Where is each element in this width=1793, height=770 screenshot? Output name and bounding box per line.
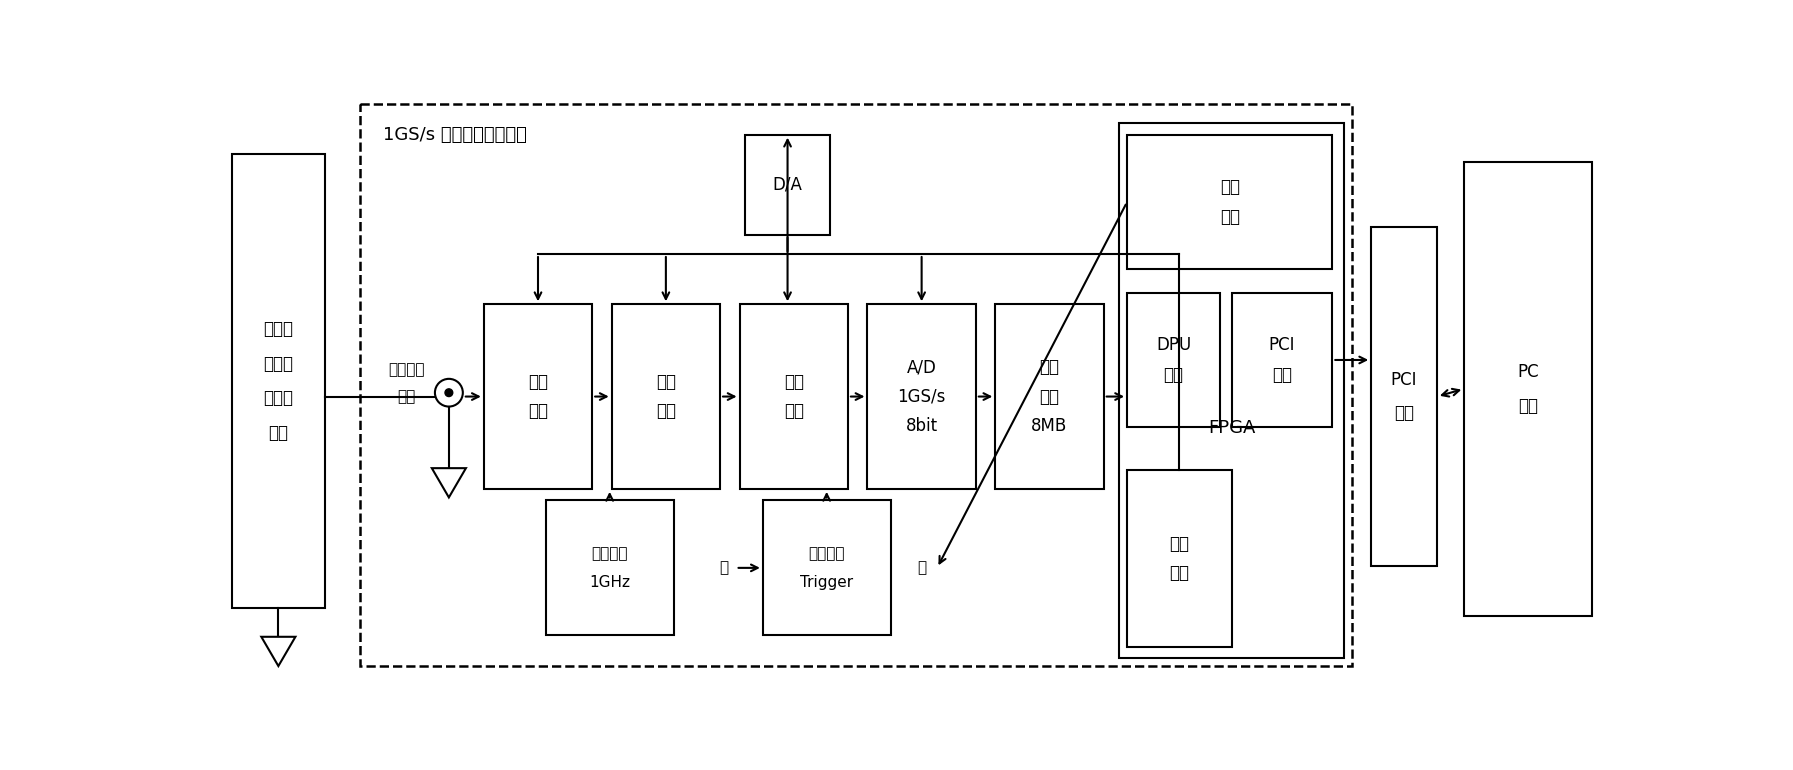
Bar xyxy=(1128,470,1232,647)
Text: 主机: 主机 xyxy=(1519,397,1538,415)
Bar xyxy=(744,135,830,235)
Text: A/D: A/D xyxy=(907,358,936,377)
Text: 滤波: 滤波 xyxy=(527,402,549,420)
Text: 电路: 电路 xyxy=(656,402,676,420)
Text: 1GS/s: 1GS/s xyxy=(898,387,947,406)
Text: FPGA: FPGA xyxy=(1208,419,1255,437)
Text: 学探测: 学探测 xyxy=(264,390,294,407)
Bar xyxy=(1465,162,1592,616)
Text: 单元: 单元 xyxy=(1164,366,1183,383)
Bar xyxy=(762,500,891,635)
Text: 缓存: 缓存 xyxy=(1040,387,1060,406)
Bar xyxy=(611,304,721,489)
Text: 电路: 电路 xyxy=(784,402,803,420)
Polygon shape xyxy=(262,637,296,666)
Text: D/A: D/A xyxy=(773,176,803,194)
Bar xyxy=(868,304,975,489)
Text: 接口: 接口 xyxy=(1271,366,1293,383)
Text: 触发: 触发 xyxy=(1219,179,1239,196)
Text: 件电子: 件电子 xyxy=(264,355,294,373)
Text: 时钟电路: 时钟电路 xyxy=(592,546,628,561)
Text: 内: 内 xyxy=(916,561,927,575)
Text: 8MB: 8MB xyxy=(1031,417,1067,435)
Text: Trigger: Trigger xyxy=(800,575,853,590)
Text: 控制: 控制 xyxy=(1219,208,1239,226)
Text: 前置: 前置 xyxy=(527,373,549,391)
Text: 外: 外 xyxy=(719,561,728,575)
Text: DPU: DPU xyxy=(1156,336,1191,354)
Text: 电路: 电路 xyxy=(269,424,289,442)
Text: PC: PC xyxy=(1517,363,1538,381)
Text: 控制: 控制 xyxy=(1169,564,1189,582)
Bar xyxy=(360,104,1352,666)
Bar xyxy=(231,154,325,608)
Bar xyxy=(1372,227,1436,566)
Text: 输入: 输入 xyxy=(396,389,416,404)
Text: 采样: 采样 xyxy=(1169,534,1189,553)
Bar xyxy=(739,304,848,489)
Text: 总线: 总线 xyxy=(1395,404,1415,423)
Bar xyxy=(1232,293,1332,427)
Text: PCI: PCI xyxy=(1269,336,1295,354)
Text: 随机事: 随机事 xyxy=(264,320,294,338)
Bar xyxy=(1128,135,1332,270)
Text: 高速: 高速 xyxy=(1040,358,1060,377)
Polygon shape xyxy=(432,468,466,497)
Bar xyxy=(995,304,1104,489)
Text: 触发电路: 触发电路 xyxy=(809,546,845,561)
Text: 衰减: 衰减 xyxy=(656,373,676,391)
Text: 1GHz: 1GHz xyxy=(590,575,629,590)
Bar xyxy=(1128,293,1219,427)
Bar xyxy=(545,500,674,635)
Bar xyxy=(1119,123,1345,658)
Text: 1GS/s 超高速数据采集卡: 1GS/s 超高速数据采集卡 xyxy=(384,126,527,144)
Text: 8bit: 8bit xyxy=(905,417,938,435)
Text: 脉冲信号: 脉冲信号 xyxy=(387,362,425,377)
Circle shape xyxy=(445,389,454,397)
Text: PCI: PCI xyxy=(1391,370,1416,389)
Bar xyxy=(484,304,592,489)
Text: 放大: 放大 xyxy=(784,373,803,391)
